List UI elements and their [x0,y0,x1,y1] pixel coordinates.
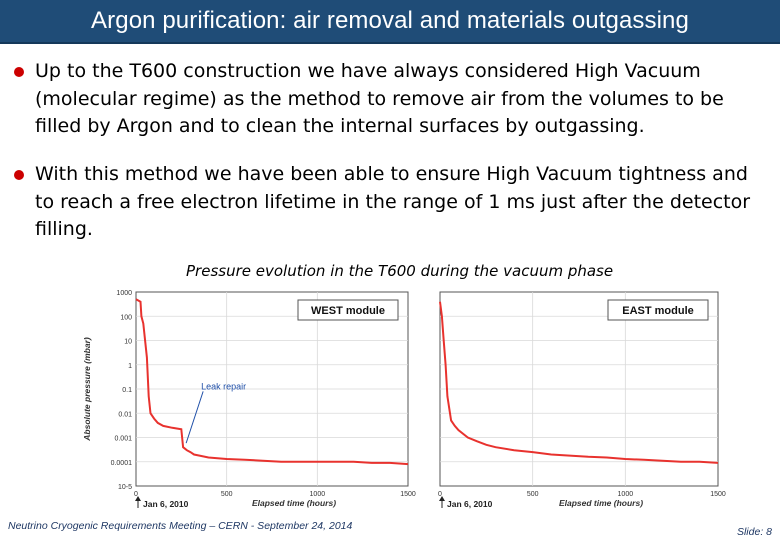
slide-number: Slide: 8 [736,526,772,538]
module-label-box [297,299,399,321]
x-tick-label: 1500 [400,491,416,498]
y-tick-label: 100 [120,314,132,321]
title-bar: Argon purification: air removal and mate… [0,0,780,44]
y-tick-label: 0.1 [122,387,132,394]
y-tick-label: 10-5 [118,484,132,491]
x-tick-label: 500 [527,491,539,498]
pressure-charts-svg: 1000 100 10 1 0.1 0.01 0.001 0.0001 10-5 Absolute… [82,290,726,509]
bullet-text-2: With this method we have been able to en… [35,163,751,240]
y-axis-label: Absolute pressure (mbar) [82,337,92,442]
module-label: WEST module [311,305,385,317]
module-label: EAST module [622,305,694,317]
x-tick-label: 1000 [618,491,634,498]
bullet-dot [14,170,24,180]
west-panel: 1000 100 10 1 0.1 0.01 0.001 0.0001 10-5 Absolute… [82,290,416,509]
start-date-label: Jan 6, 2010 [447,499,493,509]
east-panel: 0 500 1000 1500 Elapsed time (hours) Jan 6, 2… [438,291,726,509]
x-axis-label: Elapsed time (hours) [559,498,643,508]
x-tick-label: 1000 [310,491,326,498]
y-tick-label: 10 [124,339,132,346]
pressure-curve [135,298,409,466]
annotation-pointer [185,391,204,444]
start-arrowhead [439,496,445,501]
pressure-curve [439,301,719,464]
y-tick-label: 1000 [116,290,132,297]
bullet-text-1: Up to the T600 construction we have alwa… [35,60,724,137]
start-date-label: Jan 6, 2010 [143,499,189,509]
x-tick-label: 500 [221,491,233,498]
x-tick-label: 1500 [710,491,726,498]
figure-caption: Pressure evolution in the T600 during th… [186,262,614,280]
y-tick-label: 0.0001 [111,460,133,467]
start-arrowhead [135,496,141,501]
bullet-2: With this method we have been able to en… [14,161,766,244]
slide-title: Argon purification: air removal and mate… [91,7,689,34]
x-tick-label: 0 [438,491,442,498]
y-tick-label: 0.01 [118,411,132,418]
y-tick-label: 0.001 [114,436,132,443]
bullet-dot [14,67,24,77]
footer-text: Neutrino Cryogenic Requirements Meeting … [8,520,353,532]
x-tick-label: 0 [134,491,138,498]
y-tick-label: 1 [128,363,132,370]
bullet-1: Up to the T600 construction we have alwa… [14,58,766,141]
module-label-box [607,299,709,321]
x-axis-label: Elapsed time (hours) [252,498,336,508]
annotation-label: Leak repair [201,381,246,391]
pressure-figure: 1000 100 10 1 0.1 0.01 0.001 0.0001 10-5 Absolute… [78,282,736,518]
